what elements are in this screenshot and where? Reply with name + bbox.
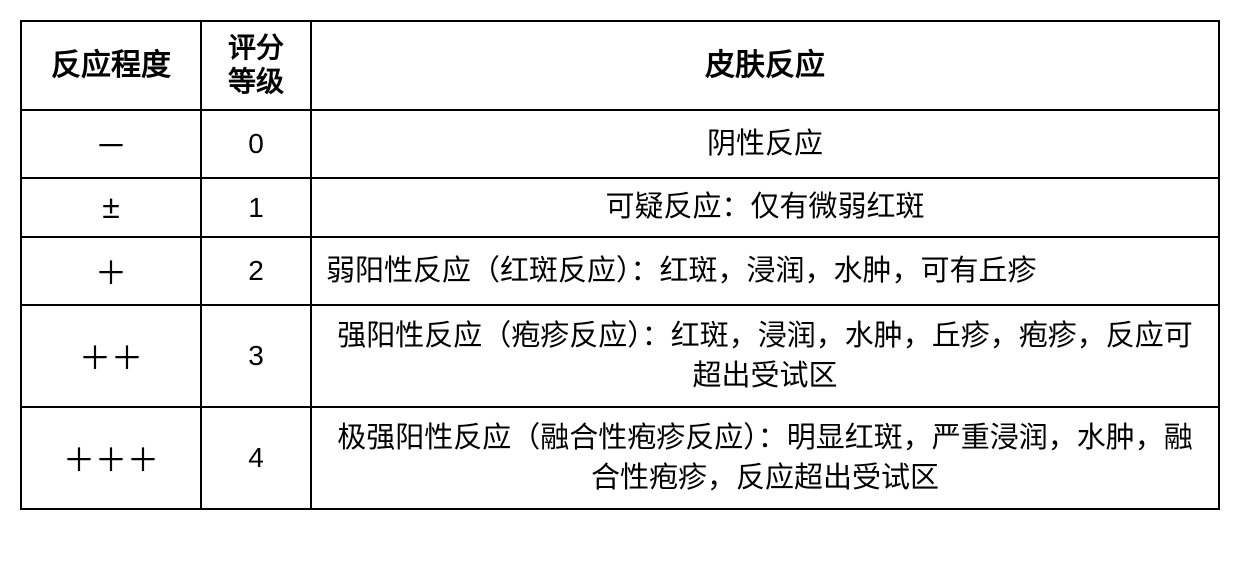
header-reaction: 皮肤反应 xyxy=(311,21,1219,110)
cell-grade: 0 xyxy=(201,110,311,178)
cell-reaction: 极强阳性反应（融合性疱疹反应）：明显红斑，严重浸润，水肿，融合性疱疹，反应超出受… xyxy=(311,407,1219,509)
cell-reaction: 阴性反应 xyxy=(311,110,1219,178)
cell-grade: 3 xyxy=(201,305,311,407)
cell-symbol: ± xyxy=(21,178,201,237)
table-row: － 0 阴性反应 xyxy=(21,110,1219,178)
header-grade-line2: 等级 xyxy=(228,67,284,98)
table-row: ＋＋ 3 强阳性反应（疱疹反应）：红斑，浸润，水肿，丘疹，疱疹，反应可超出受试区 xyxy=(21,305,1219,407)
header-grade-line1: 评分 xyxy=(228,33,284,64)
table-header-row: 反应程度 评分 等级 皮肤反应 xyxy=(21,21,1219,110)
cell-symbol: － xyxy=(21,110,201,178)
header-degree: 反应程度 xyxy=(21,21,201,110)
cell-symbol: ＋＋ xyxy=(21,305,201,407)
cell-reaction: 可疑反应：仅有微弱红斑 xyxy=(311,178,1219,237)
table-body: － 0 阴性反应 ± 1 可疑反应：仅有微弱红斑 ＋ 2 弱阳性反应（红斑反应）… xyxy=(21,110,1219,509)
table-row: ＋＋＋ 4 极强阳性反应（融合性疱疹反应）：明显红斑，严重浸润，水肿，融合性疱疹… xyxy=(21,407,1219,509)
table-row: ＋ 2 弱阳性反应（红斑反应）：红斑，浸润，水肿，可有丘疹 xyxy=(21,237,1219,305)
cell-grade: 4 xyxy=(201,407,311,509)
cell-symbol: ＋ xyxy=(21,237,201,305)
cell-grade: 1 xyxy=(201,178,311,237)
cell-reaction: 强阳性反应（疱疹反应）：红斑，浸润，水肿，丘疹，疱疹，反应可超出受试区 xyxy=(311,305,1219,407)
cell-symbol: ＋＋＋ xyxy=(21,407,201,509)
table-row: ± 1 可疑反应：仅有微弱红斑 xyxy=(21,178,1219,237)
grading-table-container: 反应程度 评分 等级 皮肤反应 － 0 阴性反应 ± 1 可疑反应：仅有微弱红斑… xyxy=(20,20,1220,510)
header-grade: 评分 等级 xyxy=(201,21,311,110)
cell-grade: 2 xyxy=(201,237,311,305)
cell-reaction: 弱阳性反应（红斑反应）：红斑，浸润，水肿，可有丘疹 xyxy=(311,237,1219,305)
skin-reaction-grading-table: 反应程度 评分 等级 皮肤反应 － 0 阴性反应 ± 1 可疑反应：仅有微弱红斑… xyxy=(20,20,1220,510)
